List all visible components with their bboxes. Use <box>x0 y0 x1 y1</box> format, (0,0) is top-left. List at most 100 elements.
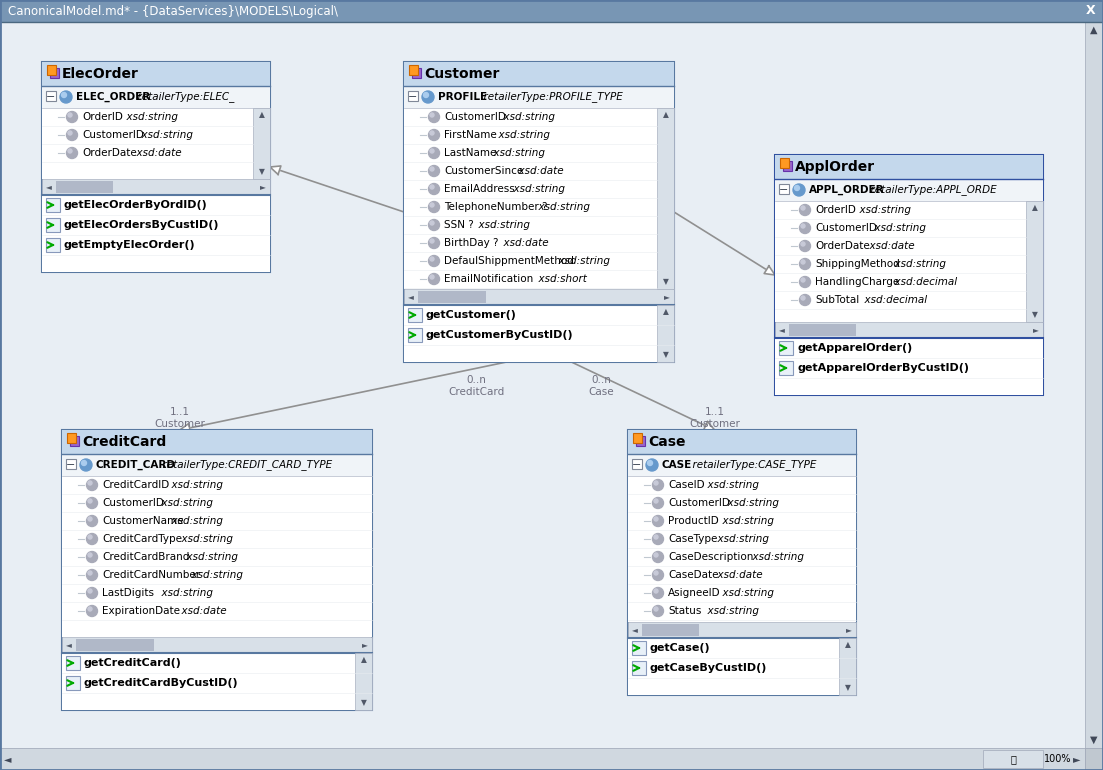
Text: CustomerID: CustomerID <box>445 112 506 122</box>
Circle shape <box>62 92 66 98</box>
Text: SubTotal: SubTotal <box>815 295 859 305</box>
Circle shape <box>654 589 658 593</box>
FancyBboxPatch shape <box>657 108 674 289</box>
Circle shape <box>88 499 92 503</box>
Text: Customer: Customer <box>413 206 463 216</box>
Text: AsigneeID: AsigneeID <box>668 588 720 598</box>
FancyBboxPatch shape <box>418 291 485 303</box>
FancyBboxPatch shape <box>42 108 270 179</box>
Text: xsd:string: xsd:string <box>746 552 804 562</box>
Circle shape <box>654 553 658 557</box>
Circle shape <box>653 497 664 508</box>
Text: ►: ► <box>260 182 266 192</box>
Circle shape <box>653 570 664 581</box>
FancyBboxPatch shape <box>657 305 674 362</box>
FancyBboxPatch shape <box>775 179 1043 201</box>
Circle shape <box>66 112 77 122</box>
Text: getCase(): getCase() <box>650 643 710 653</box>
Circle shape <box>422 91 433 103</box>
Text: xsd:string: xsd:string <box>120 112 178 122</box>
Text: CustomerName: CustomerName <box>101 516 183 526</box>
FancyBboxPatch shape <box>408 308 422 322</box>
Text: xsd:string: xsd:string <box>180 552 238 562</box>
Circle shape <box>428 112 439 122</box>
FancyBboxPatch shape <box>628 430 856 454</box>
Circle shape <box>653 480 664 490</box>
Circle shape <box>81 459 92 471</box>
FancyBboxPatch shape <box>775 201 1043 322</box>
Text: ►: ► <box>1073 754 1081 764</box>
Text: PROFILE: PROFILE <box>438 92 488 102</box>
Text: DefaulShippmentMethod: DefaulShippmentMethod <box>445 256 574 266</box>
FancyBboxPatch shape <box>633 433 642 443</box>
Circle shape <box>86 588 97 598</box>
FancyBboxPatch shape <box>62 637 372 653</box>
Text: −: − <box>780 185 789 195</box>
Circle shape <box>793 184 805 196</box>
Circle shape <box>653 534 664 544</box>
FancyBboxPatch shape <box>775 338 1043 395</box>
FancyBboxPatch shape <box>404 108 674 289</box>
Circle shape <box>82 460 86 466</box>
Text: 0..n: 0..n <box>413 193 432 203</box>
Text: xsd:decimal: xsd:decimal <box>888 277 957 287</box>
Text: 1..1: 1..1 <box>705 407 725 417</box>
FancyBboxPatch shape <box>42 86 270 108</box>
Text: CustomerID: CustomerID <box>815 223 877 233</box>
Text: xsd:string: xsd:string <box>853 205 911 215</box>
Circle shape <box>800 294 811 306</box>
Circle shape <box>86 534 97 544</box>
Circle shape <box>428 219 439 230</box>
Circle shape <box>800 223 811 233</box>
Circle shape <box>646 459 658 471</box>
Text: getApparelOrder(): getApparelOrder() <box>797 343 912 353</box>
Text: EmailNotification: EmailNotification <box>445 274 533 284</box>
Circle shape <box>430 221 433 225</box>
Text: getApparelOrderByCustID(): getApparelOrderByCustID() <box>797 363 970 373</box>
Text: ◄: ◄ <box>4 754 12 764</box>
Text: ►: ► <box>846 625 852 634</box>
Text: CustomerID: CustomerID <box>82 130 143 140</box>
Text: getElecOrderByOrdID(): getElecOrderByOrdID() <box>64 200 207 210</box>
FancyBboxPatch shape <box>404 62 674 86</box>
FancyBboxPatch shape <box>1026 201 1043 322</box>
Text: ▲: ▲ <box>663 307 668 316</box>
Circle shape <box>430 239 433 243</box>
FancyBboxPatch shape <box>628 638 856 695</box>
Text: ▼: ▼ <box>663 277 668 286</box>
FancyBboxPatch shape <box>628 454 856 476</box>
Text: xsd:string: xsd:string <box>702 606 759 616</box>
FancyBboxPatch shape <box>404 305 674 362</box>
Text: 0..n: 0..n <box>591 375 611 385</box>
Text: xsd:string: xsd:string <box>888 259 946 269</box>
Circle shape <box>424 92 428 98</box>
FancyBboxPatch shape <box>642 624 699 636</box>
Circle shape <box>801 260 805 264</box>
FancyBboxPatch shape <box>62 430 372 710</box>
Circle shape <box>653 588 664 598</box>
Text: retailerType:APPL_ORDE: retailerType:APPL_ORDE <box>864 185 997 196</box>
Text: getElecOrdersByCustID(): getElecOrdersByCustID() <box>64 220 219 230</box>
Text: xsd:date: xsd:date <box>711 570 762 580</box>
Text: ApplOrder: ApplOrder <box>613 206 666 216</box>
FancyBboxPatch shape <box>789 324 856 336</box>
Text: OrderDate: OrderDate <box>82 148 137 158</box>
Circle shape <box>647 460 653 466</box>
Text: ◄: ◄ <box>632 625 638 634</box>
Text: Status: Status <box>668 606 702 616</box>
Text: ProductID: ProductID <box>668 516 719 526</box>
Text: xsd:string: xsd:string <box>716 588 774 598</box>
Text: 🔒: 🔒 <box>1010 754 1016 764</box>
Circle shape <box>66 148 77 159</box>
Text: ShippingMethod: ShippingMethod <box>815 259 900 269</box>
Text: FirstName: FirstName <box>445 130 496 140</box>
Circle shape <box>60 91 72 103</box>
Text: ApplOrder: ApplOrder <box>795 160 875 174</box>
Circle shape <box>88 517 92 521</box>
FancyBboxPatch shape <box>62 653 372 710</box>
FancyBboxPatch shape <box>62 476 372 637</box>
Circle shape <box>653 515 664 527</box>
FancyBboxPatch shape <box>632 459 642 469</box>
Circle shape <box>66 129 77 140</box>
FancyBboxPatch shape <box>50 68 58 78</box>
